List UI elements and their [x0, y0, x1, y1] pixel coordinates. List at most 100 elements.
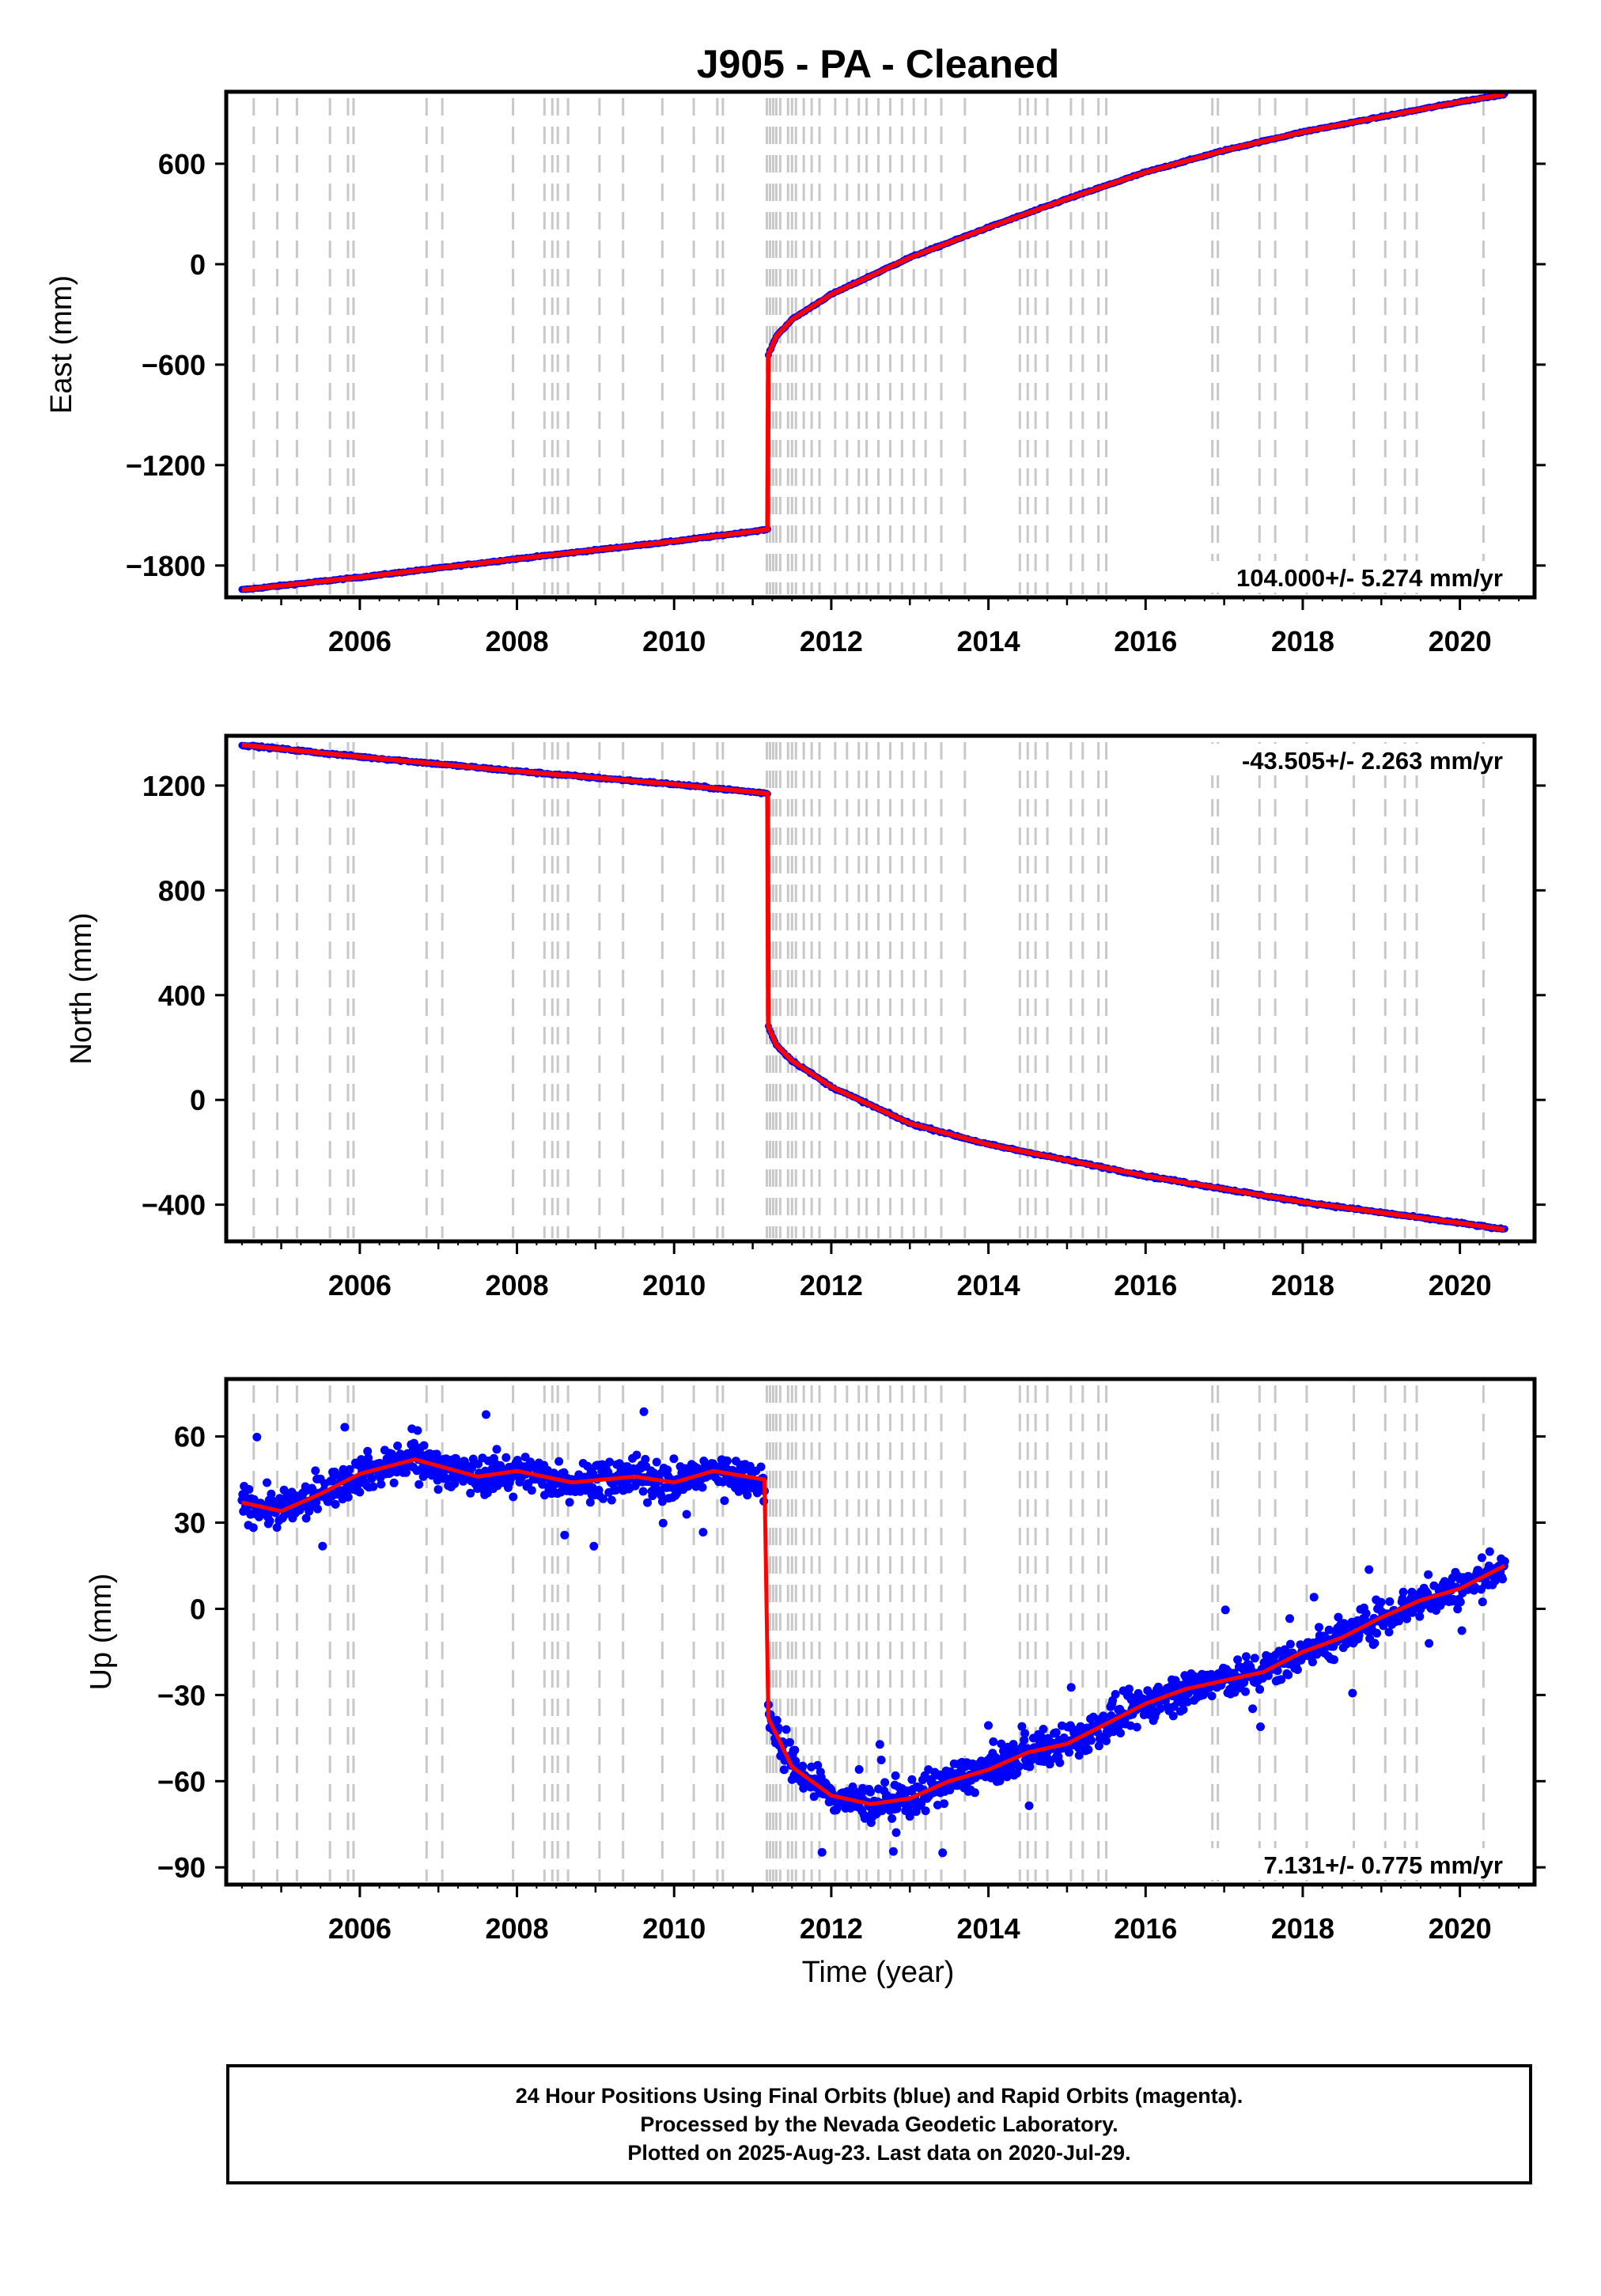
x-tick-label: 2012 [800, 1912, 863, 1945]
data-point [605, 1457, 615, 1467]
data-point [1330, 1655, 1338, 1665]
data-point [1250, 1654, 1259, 1663]
series-group [238, 92, 1508, 593]
data-point [414, 1480, 424, 1489]
data-point [466, 1488, 475, 1498]
data-point [993, 1755, 1002, 1764]
data-point [279, 1485, 289, 1495]
data-point [1284, 1670, 1293, 1680]
data-point [252, 1432, 262, 1442]
rate-label: 104.000+/- 5.274 mm/yr [1236, 564, 1503, 592]
x-tick-label: 2014 [957, 625, 1020, 657]
x-tick-label: 2016 [1114, 625, 1177, 657]
data-point [1207, 1692, 1217, 1701]
data-point [1478, 1597, 1487, 1607]
x-tick-label: 2010 [642, 625, 706, 657]
y-tick-label: −600 [142, 349, 206, 381]
data-point [866, 1787, 875, 1797]
footer-line-1: 24 Hour Positions Using Final Orbits (bl… [515, 2084, 1243, 2108]
up-panel: 60 30 0 −30 −60 −90 2006 2008 2010 2012 2014 2016 20… [85, 1377, 1546, 1945]
data-point [565, 1498, 574, 1507]
data-point [938, 1848, 948, 1858]
data-point [367, 1474, 377, 1483]
y-tick-label: −60 [157, 1765, 206, 1798]
data-point [720, 1496, 729, 1506]
data-point [267, 1495, 277, 1505]
data-point [1020, 1735, 1029, 1745]
data-point [1415, 1612, 1425, 1621]
data-point [1315, 1623, 1323, 1632]
north-panel: 1200 800 400 0 −400 2006 2008 2010 2012 2014 2016 2… [65, 733, 1546, 1301]
data-point [311, 1466, 320, 1476]
model-line [241, 1457, 1506, 1806]
data-point [1102, 1736, 1111, 1745]
data-point [442, 1474, 452, 1483]
data-point [265, 1516, 274, 1525]
data-point [1384, 1627, 1394, 1637]
footer-line-2: Processed by the Nevada Geodetic Laborat… [640, 2112, 1118, 2136]
data-point [698, 1483, 707, 1492]
data-point [632, 1450, 642, 1460]
data-point [1370, 1639, 1380, 1648]
data-point [554, 1457, 564, 1466]
data-point [1241, 1652, 1251, 1661]
data-point [1051, 1728, 1061, 1737]
data-point [1277, 1675, 1286, 1684]
x-tick-label: 2020 [1429, 625, 1492, 657]
y-tick-label: 30 [174, 1507, 206, 1540]
data-point [782, 1725, 791, 1734]
data-point [1285, 1639, 1295, 1649]
data-point [1084, 1745, 1093, 1754]
data-point [1024, 1801, 1034, 1810]
data-point [318, 1541, 327, 1551]
data-point [363, 1446, 373, 1456]
data-point [790, 1745, 800, 1755]
data-point [798, 1761, 808, 1771]
data-point [1066, 1683, 1076, 1692]
data-point [921, 1806, 930, 1816]
data-point [1156, 1704, 1165, 1713]
data-point [1399, 1587, 1408, 1597]
x-tick-label: 2016 [1114, 1912, 1177, 1945]
y-tick-label: 0 [190, 1084, 206, 1116]
data-point [244, 1485, 254, 1494]
data-point [450, 1479, 460, 1488]
data-point [657, 1497, 667, 1506]
data-point [474, 1459, 483, 1468]
data-point [638, 1487, 648, 1496]
data-point [433, 1485, 443, 1495]
data-point [1364, 1565, 1374, 1574]
chart-title: J905 - PA - Cleaned [697, 42, 1060, 86]
data-point [891, 1828, 901, 1837]
data-point [641, 1454, 650, 1464]
x-tick-label: 2014 [957, 1912, 1020, 1945]
x-tick-label: 2006 [328, 1912, 392, 1945]
data-point [1255, 1684, 1265, 1694]
y-tick-label: 0 [190, 248, 206, 281]
x-tick-label: 2018 [1271, 1912, 1334, 1945]
data-point [658, 1518, 668, 1528]
series-group [238, 741, 1508, 1233]
data-point [1094, 1741, 1103, 1751]
data-point [1111, 1690, 1120, 1699]
data-point [1385, 1597, 1395, 1606]
data-point [1376, 1597, 1386, 1607]
data-point [1116, 1729, 1125, 1737]
data-point [312, 1498, 321, 1507]
y-tick-label: 0 [190, 1593, 206, 1625]
data-point [1020, 1729, 1030, 1738]
plot-frame [224, 733, 1537, 1244]
data-point [850, 1786, 859, 1796]
data-point [1014, 1762, 1024, 1771]
data-point [1361, 1608, 1371, 1618]
data-point [604, 1468, 613, 1477]
data-point [1402, 1614, 1412, 1623]
rate-label-bg [1194, 561, 1511, 593]
data-point [785, 1737, 794, 1747]
data-point [1074, 1751, 1084, 1760]
data-point [1045, 1760, 1054, 1769]
x-tick-label: 2006 [328, 625, 392, 657]
data-point [419, 1441, 429, 1450]
data-point [1248, 1704, 1258, 1714]
